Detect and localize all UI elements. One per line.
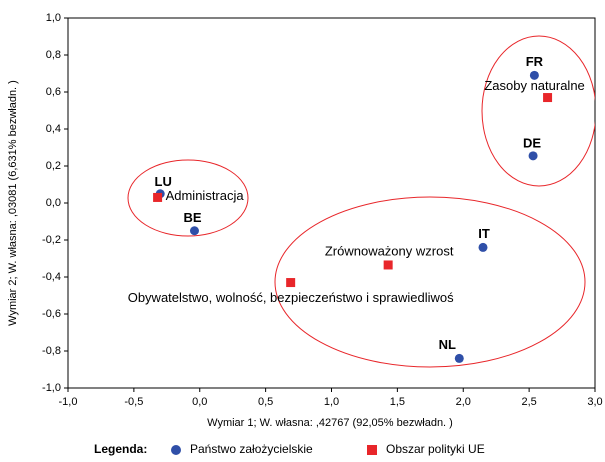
y-tick-label: -0,8 [42,345,61,357]
cluster-ellipses [127,35,595,368]
point-circle [478,242,488,252]
x-axis-label: Wymiar 1; W. własna: ,42767 (92,05% bezw… [207,417,453,429]
point-circle [454,353,464,363]
point-label: Obywatelstwo, wolność, bezpieczeństwo i … [128,290,454,305]
y-tick-label: 0,4 [46,123,61,135]
point-square [543,93,553,103]
point-label: FR [526,54,544,69]
plot-frame [67,17,596,389]
point-label: DE [523,135,541,150]
y-tick-label: -0,2 [42,234,61,246]
y-tick-label: -1,0 [42,382,61,394]
y-tick-label: 0,6 [46,86,61,98]
cluster-ellipse [127,159,249,237]
y-tick-label: 1,0 [46,12,61,24]
point-label: Administracja [166,188,245,203]
legend-label: Obszar polityki UE [386,442,485,456]
x-tick-label: 3,0 [587,396,602,408]
x-tick-label: 1,5 [390,396,405,408]
y-tick-label: 0,2 [46,160,61,172]
y-tick-label: 0,8 [46,49,61,61]
x-tick-label: 0,5 [258,396,273,408]
point-square [286,278,296,288]
legend-marker [367,445,377,455]
cluster-ellipse [274,196,586,368]
legend-marker [171,445,181,455]
plot-area: FR DE IT NL BE LU Zasoby naturalne Administracj… [128,54,585,363]
point-label: BE [183,210,201,225]
point-square [153,192,163,202]
x-tick-label: 2,0 [456,396,471,408]
point-label: NL [439,337,456,352]
y-tick-label: -0,4 [42,271,61,283]
point-label: IT [478,226,490,241]
x-tick-label: 1,0 [324,396,339,408]
point-label: LU [155,174,172,189]
legend-label: Państwo założycielskie [190,442,313,456]
point-circle [528,151,538,161]
x-tick-label: 0,0 [192,396,207,408]
y-tick-label: -0,6 [42,308,61,320]
x-tick-label: -1,0 [59,396,78,408]
x-tick-label: -0,5 [124,396,143,408]
point-label: Zasoby naturalne [484,78,584,93]
cluster-ellipse [481,35,595,187]
y-axis-label: Wymiar 2; W. własna: ,03081 (6,631% bezw… [7,80,19,326]
point-circle [529,70,539,80]
point-square [383,260,393,270]
point-circle [189,226,199,236]
y-tick-label: 0,0 [46,197,61,209]
point-label: Zrównoważony wzrost [325,243,454,258]
x-tick-label: 2,5 [521,396,536,408]
legend-title: Legenda: [94,442,147,456]
